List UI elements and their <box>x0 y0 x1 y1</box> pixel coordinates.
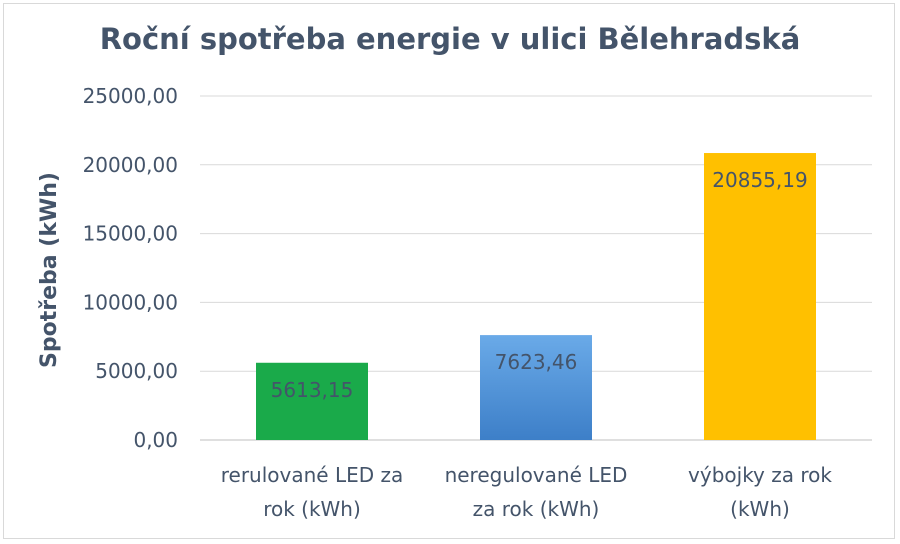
y-tick-label: 5000,00 <box>95 359 178 383</box>
y-tick-label: 15000,00 <box>83 222 178 246</box>
x-tick-label: výbojky za rok <box>688 463 832 487</box>
y-tick-label: 10000,00 <box>83 290 178 314</box>
data-label: 20855,19 <box>712 168 807 192</box>
x-tick-label: (kWh) <box>730 497 790 521</box>
x-tick-label: neregulované LED <box>445 463 628 487</box>
y-tick-label: 20000,00 <box>83 153 178 177</box>
x-tick-label: rok (kWh) <box>263 497 361 521</box>
x-tick-label: rerulované LED za <box>221 463 404 487</box>
chart-title: Roční spotřeba energie v ulici Bělehrads… <box>99 22 801 56</box>
y-axis-label: Spotřeba (kWh) <box>37 172 62 368</box>
x-tick-label: za rok (kWh) <box>473 497 600 521</box>
bar <box>480 335 592 440</box>
y-tick-label: 25000,00 <box>83 84 178 108</box>
bar <box>256 362 368 440</box>
data-label: 5613,15 <box>271 378 354 402</box>
bar <box>704 153 816 440</box>
data-label: 7623,46 <box>495 350 578 374</box>
y-tick-label: 0,00 <box>133 428 178 452</box>
